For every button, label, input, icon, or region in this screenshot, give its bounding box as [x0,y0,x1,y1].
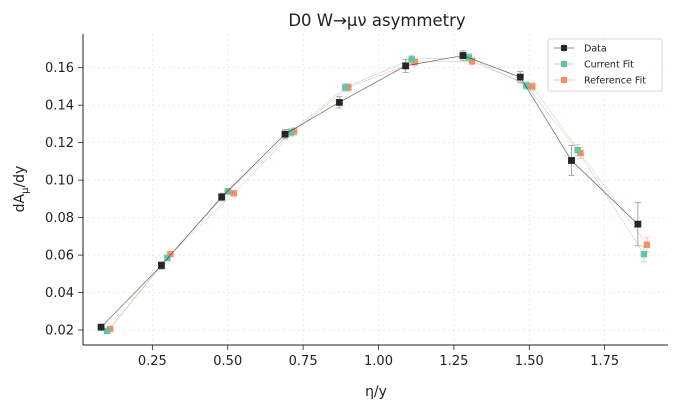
y-tick-label: 0.04 [45,286,74,301]
data-point [167,250,174,258]
data-point [97,323,105,331]
legend-label: Current Fit [584,60,634,71]
y-axis-label-main: dA [12,193,28,212]
axes: 0.25 0.50 0.75 1.00 1.25 1.50 1.75 0.02 0.04 0.06… [45,34,668,369]
data-point [281,130,289,138]
data-point [568,157,575,164]
data-point [516,73,524,81]
series-line [100,55,639,328]
series-current-fit [103,53,648,335]
series-data [97,50,642,331]
data-point [335,98,343,106]
legend-marker [561,77,567,83]
data-point [158,261,165,269]
data-point [523,82,530,89]
y-axis-label-sub: μ [20,187,31,194]
legend-box [547,38,663,92]
y-tick-label: 0.16 [45,61,74,76]
data-point [402,62,410,70]
y-tick-label: 0.12 [45,136,74,151]
data-point [408,56,415,63]
x-tick-label: 0.25 [138,354,167,369]
data-point [218,193,226,201]
series-line [106,57,645,332]
x-tick-label: 1.75 [590,354,619,369]
legend-label: Data [584,44,607,55]
legend-entry: Data [554,44,607,55]
data-point [640,250,648,258]
data-point [529,83,536,90]
x-axis-label: η/y [365,384,387,400]
y-tick-label: 0.14 [45,99,74,114]
data-point [103,327,111,335]
legend: Data Current Fit Reference Fit [547,38,663,92]
data-point [634,220,642,228]
y-axis-label: dAμ/dy [12,166,31,213]
data-point [164,254,171,262]
y-tick-label: 0.08 [45,211,74,226]
y-tick-label: 0.10 [45,174,74,189]
legend-entry: Current Fit [554,60,634,71]
legend-marker [561,45,567,51]
data-point [459,52,467,59]
legend-label: Reference Fit [584,76,646,87]
data-point [643,241,651,248]
data-point [468,57,476,65]
chart-title: D0 W→μν asymmetry [288,11,466,30]
x-tick-label: 0.50 [213,354,242,369]
y-tick-label: 0.06 [45,249,74,264]
x-tick-label: 1.00 [364,354,393,369]
series-line [109,60,648,330]
x-tick-label: 1.25 [439,354,468,369]
data-point [342,84,349,91]
x-tick-label: 1.50 [515,354,544,369]
series-layer [97,50,651,335]
legend-entry: Reference Fit [554,76,646,87]
data-point [574,146,581,154]
y-axis-label-tail: /dy [12,166,28,188]
legend-marker [561,61,567,67]
data-point [465,54,473,61]
y-tick-label: 0.02 [45,324,74,339]
x-tick-label: 0.75 [289,354,318,369]
data-point [230,190,237,197]
data-point [287,129,295,136]
